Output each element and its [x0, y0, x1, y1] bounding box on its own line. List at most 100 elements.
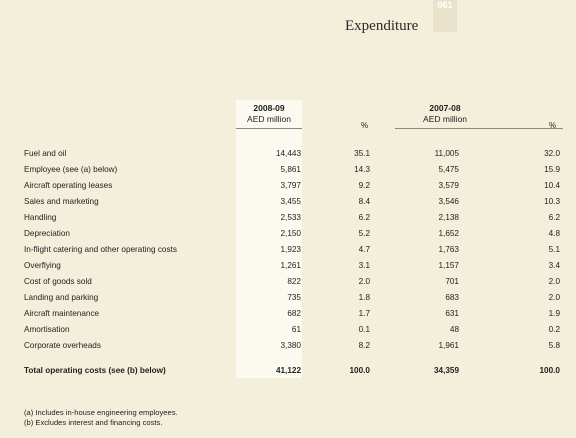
prior-unit-label: AED million: [423, 114, 467, 124]
row-pct-prior: 5.1: [548, 245, 560, 254]
total-value-current: 41,122: [275, 366, 301, 375]
prior-header-rule: [395, 128, 563, 129]
row-pct-prior: 2.0: [548, 293, 560, 302]
prior-pct-header: %: [549, 121, 557, 130]
row-pct-current: 0.1: [358, 325, 370, 334]
row-value-current: 1,261: [280, 261, 302, 270]
row-value-current: 3,797: [280, 181, 302, 190]
page-number: 061: [433, 0, 457, 32]
table-row: Overflying 1,261 3.1 1,157 3.4: [0, 258, 576, 274]
row-value-prior: 1,763: [438, 245, 460, 254]
row-pct-prior: 5.8: [548, 341, 560, 350]
table-row: Cost of goods sold 822 2.0 701 2.0: [0, 274, 576, 290]
row-value-prior: 3,579: [438, 181, 460, 190]
current-unit-label: AED million: [247, 114, 291, 124]
row-pct-current: 8.4: [358, 197, 370, 206]
page-title: Expenditure: [345, 18, 419, 34]
row-value-prior: 683: [445, 293, 459, 302]
row-label: Sales and marketing: [24, 197, 99, 206]
table-row: Sales and marketing 3,455 8.4 3,546 10.3: [0, 194, 576, 210]
row-value-current: 3,455: [280, 197, 302, 206]
row-value-prior: 48: [449, 325, 459, 334]
row-label: In-flight catering and other operating c…: [24, 245, 177, 254]
row-pct-prior: 10.3: [544, 197, 560, 206]
row-value-current: 3,380: [280, 341, 302, 350]
row-value-current: 5,861: [280, 165, 302, 174]
table-row: Employee (see (a) below) 5,861 14.3 5,475 15…: [0, 162, 576, 178]
row-value-prior: 701: [445, 277, 459, 286]
total-label: Total operating costs (see (b) below): [24, 366, 166, 375]
row-value-current: 14,443: [275, 149, 301, 158]
row-pct-prior: 15.9: [544, 165, 560, 174]
expenditure-table-body: Fuel and oil 14,443 35.1 11,005 32.0 Employe…: [0, 146, 576, 354]
row-pct-prior: 1.9: [548, 309, 560, 318]
row-label: Corporate overheads: [24, 341, 101, 350]
row-pct-current: 1.7: [358, 309, 370, 318]
row-label: Cost of goods sold: [24, 277, 92, 286]
column-header-current: 2008-09 AED million: [236, 103, 302, 125]
total-pct-prior: 100.0: [539, 366, 561, 375]
row-pct-prior: 2.0: [548, 277, 560, 286]
table-row: In-flight catering and other operating c…: [0, 242, 576, 258]
row-pct-prior: 32.0: [544, 149, 560, 158]
prior-year-label: 2007-08: [429, 103, 461, 113]
row-value-current: 1,923: [280, 245, 302, 254]
row-value-current: 61: [291, 325, 301, 334]
row-value-prior: 5,475: [438, 165, 460, 174]
row-value-current: 822: [287, 277, 301, 286]
table-row: Aircraft maintenance 682 1.7 631 1.9: [0, 306, 576, 322]
row-label: Aircraft operating leases: [24, 181, 113, 190]
current-pct-header: %: [361, 121, 369, 130]
row-value-current: 682: [287, 309, 301, 318]
row-pct-current: 6.2: [358, 213, 370, 222]
table-row: Aircraft operating leases 3,797 9.2 3,579 10…: [0, 178, 576, 194]
row-label: Handling: [24, 213, 57, 222]
row-value-prior: 1,961: [438, 341, 460, 350]
total-row: Total operating costs (see (b) below) 41…: [0, 363, 576, 379]
row-value-prior: 2,138: [438, 213, 460, 222]
row-pct-current: 3.1: [358, 261, 370, 270]
total-value-prior: 34,359: [433, 366, 459, 375]
row-pct-current: 35.1: [354, 149, 370, 158]
row-pct-prior: 0.2: [548, 325, 560, 334]
footnote-a: (a) Includes in-house engineering employ…: [24, 408, 178, 417]
row-pct-prior: 3.4: [548, 261, 560, 270]
row-value-prior: 1,652: [438, 229, 460, 238]
row-pct-current: 8.2: [358, 341, 370, 350]
row-label: Landing and parking: [24, 293, 99, 302]
row-pct-current: 5.2: [358, 229, 370, 238]
table-row: Handling 2,533 6.2 2,138 6.2: [0, 210, 576, 226]
row-pct-prior: 4.8: [548, 229, 560, 238]
row-pct-prior: 6.2: [548, 213, 560, 222]
table-row: Corporate overheads 3,380 8.2 1,961 5.8: [0, 338, 576, 354]
row-pct-current: 2.0: [358, 277, 370, 286]
footnote-b: (b) Excludes interest and financing cost…: [24, 418, 163, 427]
row-pct-current: 14.3: [354, 165, 370, 174]
current-year-highlight: [236, 100, 302, 378]
row-value-prior: 631: [445, 309, 459, 318]
row-pct-prior: 10.4: [544, 181, 560, 190]
row-value-current: 735: [287, 293, 301, 302]
row-value-prior: 3,546: [438, 197, 460, 206]
current-header-rule: [236, 128, 302, 129]
row-label: Fuel and oil: [24, 149, 67, 158]
row-value-prior: 11,005: [434, 149, 459, 158]
row-pct-current: 4.7: [358, 245, 370, 254]
table-row: Depreciation 2,150 5.2 1,652 4.8: [0, 226, 576, 242]
row-label: Aircraft maintenance: [24, 309, 100, 318]
table-row: Landing and parking 735 1.8 683 2.0: [0, 290, 576, 306]
column-header-prior: 2007-08 AED million: [390, 103, 500, 125]
row-value-current: 2,533: [280, 213, 302, 222]
table-row: Fuel and oil 14,443 35.1 11,005 32.0: [0, 146, 576, 162]
table-row: Amortisation 61 0.1 48 0.2: [0, 322, 576, 338]
total-pct-current: 100.0: [349, 366, 371, 375]
row-value-current: 2,150: [280, 229, 302, 238]
current-year-label: 2008-09: [253, 103, 285, 113]
row-label: Depreciation: [24, 229, 70, 238]
row-pct-current: 1.8: [358, 293, 370, 302]
row-label: Employee (see (a) below): [24, 165, 118, 174]
row-pct-current: 9.2: [358, 181, 370, 190]
row-label: Overflying: [24, 261, 61, 270]
row-value-prior: 1,157: [438, 261, 460, 270]
row-label: Amortisation: [24, 325, 70, 334]
